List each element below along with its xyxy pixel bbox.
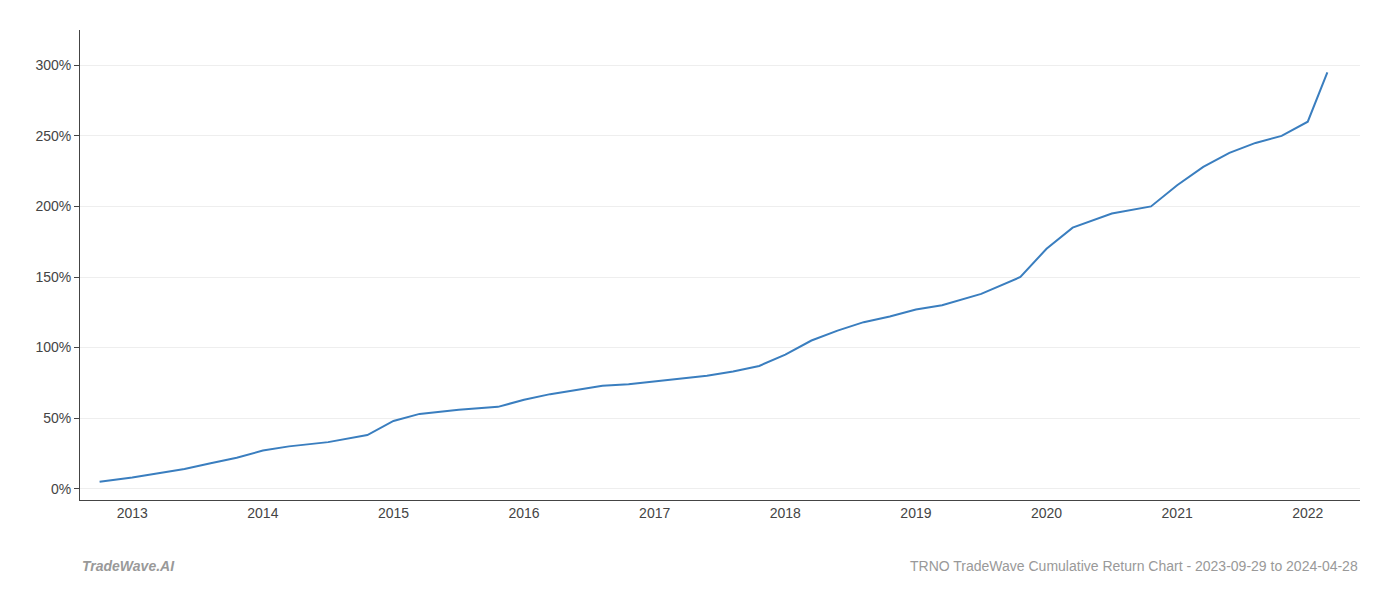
svg-text:2017: 2017 [639,505,670,521]
svg-text:2015: 2015 [378,505,409,521]
svg-text:50%: 50% [43,410,71,426]
svg-text:2013: 2013 [117,505,148,521]
svg-text:2014: 2014 [247,505,278,521]
svg-text:100%: 100% [35,339,71,355]
svg-text:2021: 2021 [1162,505,1193,521]
svg-text:TRNO TradeWave Cumulative Retu: TRNO TradeWave Cumulative Return Chart -… [910,558,1358,574]
svg-text:2020: 2020 [1031,505,1062,521]
svg-text:0%: 0% [51,481,71,497]
svg-text:2019: 2019 [900,505,931,521]
svg-text:TradeWave.AI: TradeWave.AI [82,558,175,574]
svg-text:2016: 2016 [509,505,540,521]
svg-text:300%: 300% [35,57,71,73]
svg-text:200%: 200% [35,198,71,214]
svg-text:150%: 150% [35,269,71,285]
svg-text:2018: 2018 [770,505,801,521]
svg-text:2022: 2022 [1292,505,1323,521]
svg-text:250%: 250% [35,128,71,144]
